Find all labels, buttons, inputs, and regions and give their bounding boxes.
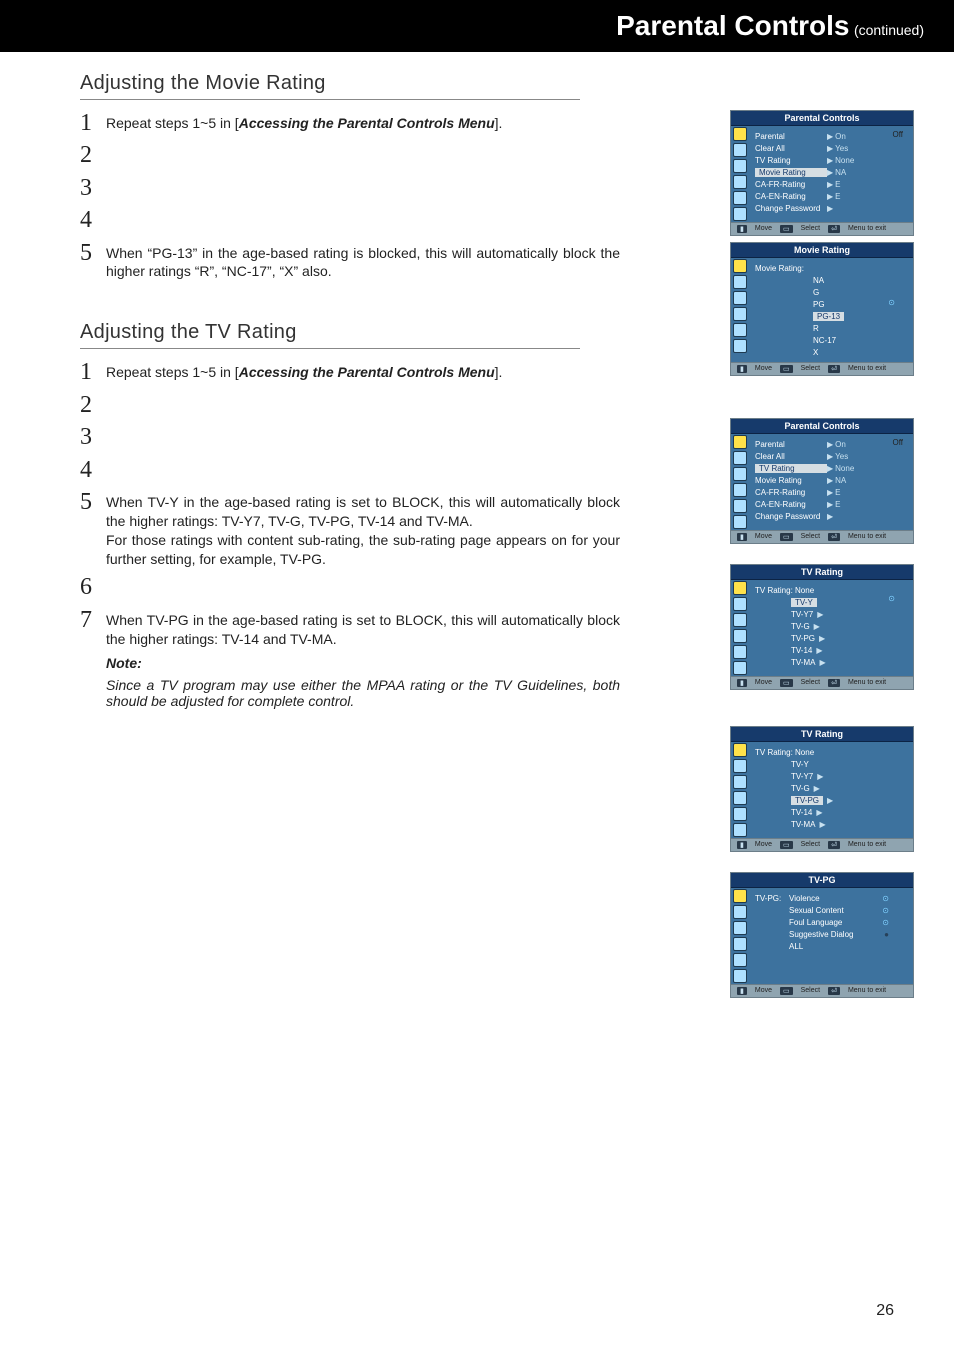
tv-step-2: 2 (80, 392, 620, 418)
s1-pre: Repeat steps 1~5 in [ (106, 115, 239, 131)
osd-footer: ▮Move ▭Select ⏎Menu to exit (731, 362, 913, 375)
osd-col-tv: Parental Controls Off Parental▶On Clear … (730, 418, 914, 1004)
tv-step-7: 7 When TV-PG in the age-based rating is … (80, 607, 620, 649)
osd-icon (733, 127, 747, 141)
step-text: Repeat steps 1~5 in [Accessing the Paren… (102, 110, 502, 136)
header-continued: (continued) (854, 22, 924, 38)
tv-step-6: 6 (80, 574, 620, 600)
s1-post: ]. (495, 115, 503, 131)
osd-tv-rating-1: TV Rating ⊙TV Rating: NoneTV-YTV-Y7▶TV-G… (730, 564, 914, 690)
tv-step-5: 5 When TV-Y in the age-based rating is s… (80, 489, 620, 569)
osd-parental-controls-tv: Parental Controls Off Parental▶On Clear … (730, 418, 914, 544)
osd-title: Parental Controls (731, 111, 913, 126)
movie-step-5: 5 When “PG-13” in the age-based rating i… (80, 240, 620, 282)
s5b: For those ratings with content sub-ratin… (106, 532, 620, 567)
osd-menu: Off Parental▶On Clear All▶Yes TV Rating▶… (749, 126, 913, 222)
s1-post: ]. (495, 364, 503, 380)
osd-icon (733, 175, 747, 189)
osd-col-movie: Parental Controls Off Parental▶On Clear … (730, 110, 914, 382)
osd-parental-controls-movie: Parental Controls Off Parental▶On Clear … (730, 110, 914, 236)
osd-icon (733, 207, 747, 221)
tv-step-4: 4 (80, 457, 620, 483)
step-text: When TV-Y in the age-based rating is set… (102, 489, 620, 569)
step-num: 1 (80, 110, 102, 136)
osd-title: Movie Rating (731, 243, 913, 258)
osd-movie-rating: Movie Rating ⊙ Movie Rating:NAGPGPG-13RN… (730, 242, 914, 376)
s1-pre: Repeat steps 1~5 in [ (106, 364, 239, 380)
osd-iconcol (731, 126, 749, 222)
osd-tvpg: TV-PG TV-PG:Violence⊙Sexual Content⊙Foul… (730, 872, 914, 998)
s1-bold: Accessing the Parental Controls Menu (239, 364, 495, 380)
osd-footer: ▮Move ▭Select ⏎Menu to exit (731, 222, 913, 235)
movie-steps: 1 Repeat steps 1~5 in [Accessing the Par… (80, 110, 620, 281)
osd-menu-movie: ⊙ Movie Rating:NAGPGPG-13RNC-17X (749, 258, 913, 362)
header-title: Parental Controls (616, 10, 849, 41)
movie-step-1: 1 Repeat steps 1~5 in [Accessing the Par… (80, 110, 620, 136)
osd-off: Off (892, 130, 903, 139)
note-text: Since a TV program may use either the MP… (80, 677, 620, 709)
movie-step-4: 4 (80, 207, 620, 233)
step-text: Repeat steps 1~5 in [Accessing the Paren… (102, 359, 502, 385)
movie-step-3: 3 (80, 175, 620, 201)
osd-icon (733, 143, 747, 157)
tv-step-3: 3 (80, 424, 620, 450)
page-number: 26 (876, 1302, 894, 1320)
movie-heading: Adjusting the Movie Rating (80, 72, 580, 100)
step-text: When TV-PG in the age-based rating is se… (102, 607, 620, 649)
step-text: When “PG-13” in the age-based rating is … (102, 240, 620, 282)
tv-steps: 1 Repeat steps 1~5 in [Accessing the Par… (80, 359, 620, 648)
tv-step-1: 1 Repeat steps 1~5 in [Accessing the Par… (80, 359, 620, 385)
page-header: Parental Controls (continued) (0, 0, 954, 52)
osd-icon (733, 159, 747, 173)
osd-icon (733, 191, 747, 205)
osd-iconcol (731, 258, 749, 362)
osd-tv-rating-2: TV Rating TV Rating: NoneTV-YTV-Y7▶TV-G▶… (730, 726, 914, 852)
movie-step-2: 2 (80, 142, 620, 168)
s5a: When TV-Y in the age-based rating is set… (106, 494, 620, 529)
tv-heading: Adjusting the TV Rating (80, 321, 580, 349)
s1-bold: Accessing the Parental Controls Menu (239, 115, 495, 131)
